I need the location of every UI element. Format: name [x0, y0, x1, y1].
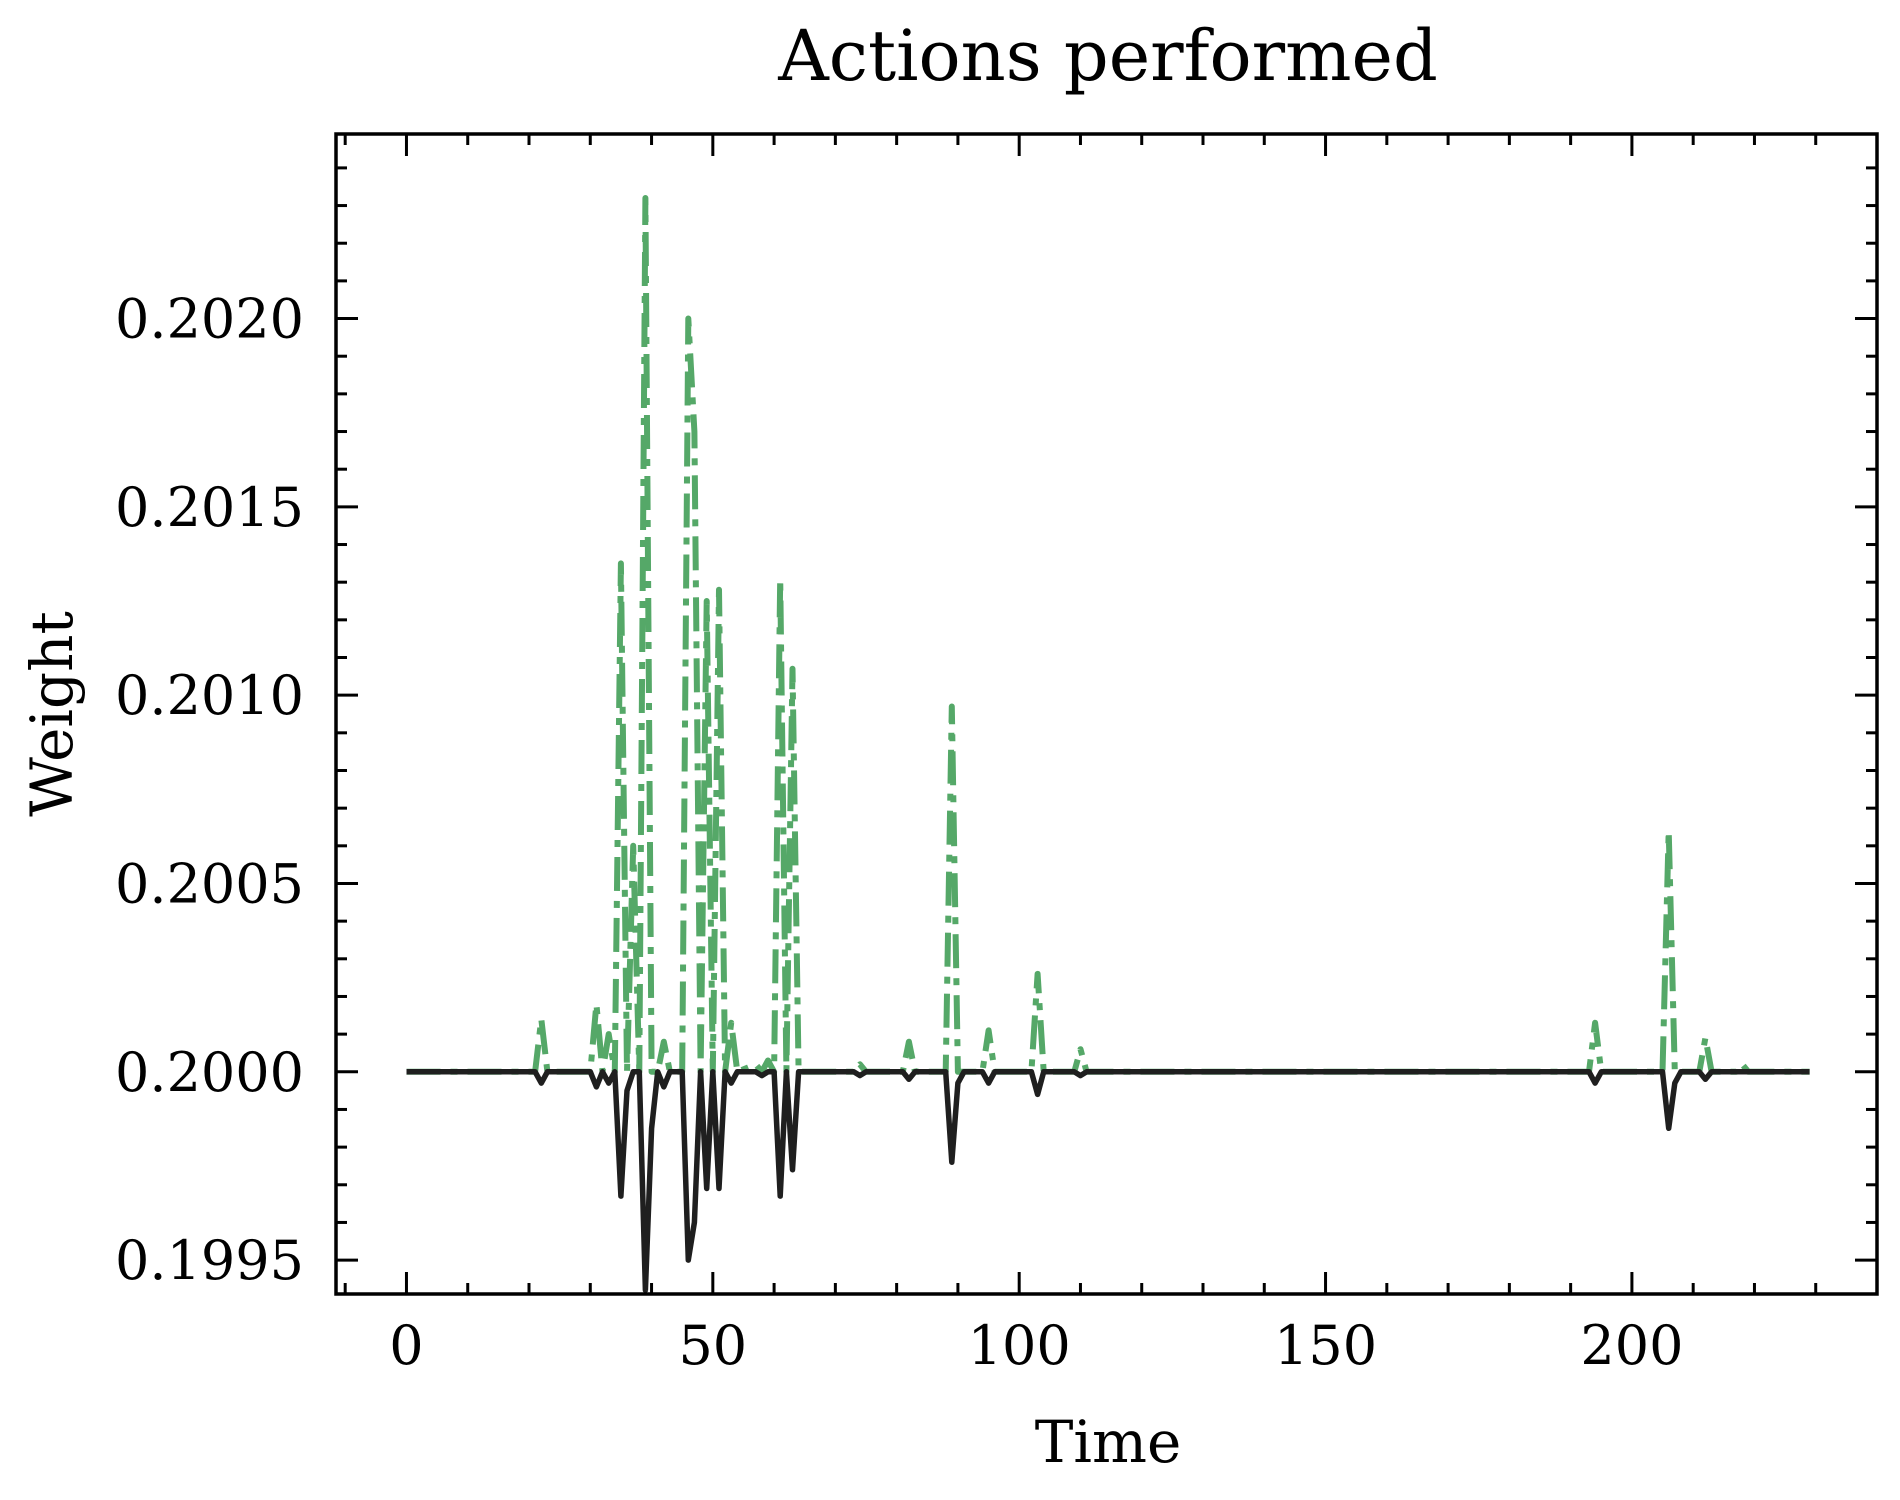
x-tick-label: 0 — [389, 1314, 423, 1377]
plot-area — [406, 195, 1810, 1293]
series-line-2 — [406, 1069, 1810, 1293]
y-tick-label: 0.2015 — [115, 476, 304, 539]
x-axis-label: Time — [1035, 1408, 1182, 1476]
x-tick-label: 50 — [678, 1314, 747, 1377]
y-tick-label: 0.2020 — [115, 288, 304, 351]
x-axis: 0 50 100 150 200 — [343, 134, 1879, 1377]
y-tick-label: 0.2000 — [115, 1041, 304, 1104]
y-tick-label: 0.2010 — [115, 664, 304, 727]
y-axis: 0.1995 0.2000 0.2005 0.2010 0.2015 0.2020 — [115, 166, 1877, 1292]
x-tick-label: 200 — [1580, 1314, 1683, 1377]
y-tick-label: 0.2005 — [115, 852, 304, 915]
chart-title: Actions performed — [777, 15, 1438, 97]
y-axis-label: Weight — [18, 611, 86, 817]
plot-frame — [334, 132, 1879, 1296]
y-tick-label: 0.1995 — [115, 1229, 304, 1292]
x-tick-label: 150 — [1274, 1314, 1377, 1377]
x-tick-label: 100 — [968, 1314, 1071, 1377]
series-line-1 — [406, 195, 1810, 1075]
